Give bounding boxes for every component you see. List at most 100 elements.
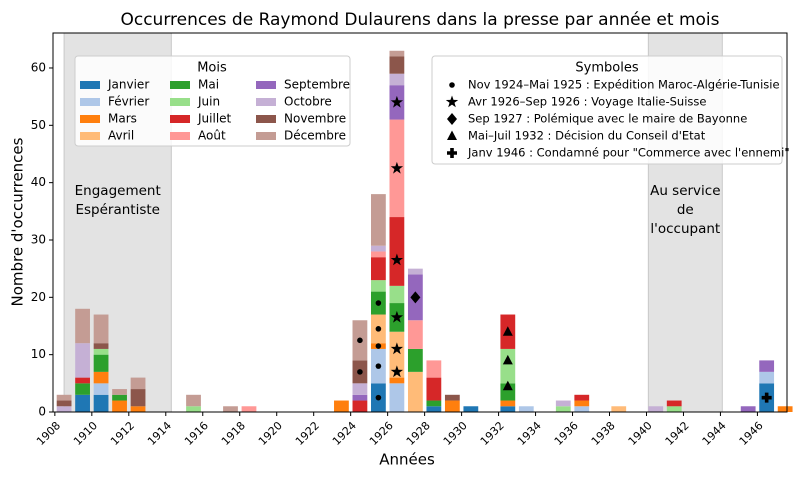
legend-label: Nov 1924–Mai 1925 : Expédition Maroc-Alg… bbox=[468, 78, 780, 92]
legend-label: Sep 1927 : Polémique avec le maire de Ba… bbox=[468, 112, 747, 126]
marker-dot bbox=[375, 343, 382, 349]
bar-segment bbox=[500, 383, 516, 401]
marker-triangle bbox=[447, 130, 457, 140]
bar-segment bbox=[426, 400, 442, 407]
x-tick-label: 1930 bbox=[441, 419, 470, 448]
bar-segment bbox=[112, 400, 127, 412]
bar-segment bbox=[740, 406, 756, 412]
bar-segment bbox=[75, 343, 90, 378]
bar-segment bbox=[389, 383, 405, 412]
x-tick-label: 1922 bbox=[293, 419, 322, 448]
bar-segment bbox=[93, 371, 109, 384]
legend-label: Avr 1926–Sep 1926 : Voyage Italie-Suisse bbox=[468, 95, 706, 109]
bar-segment bbox=[56, 394, 72, 401]
bar-segment bbox=[371, 245, 386, 252]
bar-segment bbox=[112, 394, 127, 401]
y-tick-label: 50 bbox=[31, 118, 46, 132]
bar-segment bbox=[352, 400, 368, 412]
legend-label: Mars bbox=[108, 112, 137, 126]
bar-segment bbox=[426, 360, 442, 378]
bar-segment bbox=[407, 268, 423, 275]
legend-swatch bbox=[170, 81, 190, 89]
span-annotation: Au service bbox=[650, 183, 720, 199]
marker-plus bbox=[447, 148, 458, 158]
bar-segment bbox=[574, 406, 590, 412]
y-tick-label: 20 bbox=[31, 290, 46, 304]
bar-segment bbox=[389, 377, 405, 384]
bar-segment bbox=[112, 389, 127, 395]
bar-segment bbox=[93, 383, 109, 395]
y-tick-label: 30 bbox=[31, 232, 46, 246]
legend-label: Mai–Juil 1932 : Décision du Conseil d'Et… bbox=[468, 129, 706, 143]
span-annotation: Espérantiste bbox=[75, 202, 160, 218]
bar-segment bbox=[130, 406, 146, 412]
marker-star bbox=[390, 365, 404, 378]
bar-segment bbox=[500, 348, 516, 384]
bar-segment bbox=[426, 406, 442, 412]
x-tick-label: 1940 bbox=[626, 419, 655, 448]
marker-star bbox=[390, 342, 404, 355]
marker-dot bbox=[449, 82, 455, 88]
bar-segment bbox=[574, 394, 590, 401]
bar-segment bbox=[389, 217, 405, 286]
x-tick-label: 1926 bbox=[367, 419, 396, 448]
marker-triangle bbox=[502, 326, 513, 336]
legend-label: Mai bbox=[198, 78, 219, 92]
marker-dot bbox=[375, 326, 382, 332]
x-tick-label: 1936 bbox=[552, 419, 581, 448]
x-tick-label: 1938 bbox=[589, 419, 618, 448]
bar-segment bbox=[666, 400, 682, 407]
bar-segment bbox=[426, 377, 442, 401]
legend-swatch bbox=[256, 132, 276, 140]
bar-segment bbox=[389, 50, 405, 57]
bar-segment bbox=[555, 400, 571, 407]
legend-label: Août bbox=[198, 129, 226, 143]
span-annotation: Engagement bbox=[75, 183, 161, 199]
bar-segment bbox=[186, 394, 201, 407]
span-annotation: de bbox=[677, 202, 694, 218]
bar-segment bbox=[75, 377, 90, 384]
legend-label: Septembre bbox=[284, 78, 350, 92]
bar-segment bbox=[371, 251, 386, 258]
bar-segment bbox=[407, 320, 423, 349]
marker-star bbox=[390, 253, 404, 266]
y-tick-label: 0 bbox=[38, 405, 46, 419]
bar-segment bbox=[389, 73, 405, 86]
bar-segment bbox=[574, 400, 590, 407]
legend-swatch bbox=[80, 132, 100, 140]
bar-segment bbox=[371, 280, 386, 292]
bar-segment bbox=[223, 406, 238, 412]
bar-segment bbox=[777, 406, 793, 412]
legend-label: Novembre bbox=[284, 112, 346, 126]
legend-title: Mois bbox=[197, 61, 227, 76]
bar-segment bbox=[56, 400, 72, 407]
bar-segment bbox=[186, 406, 201, 412]
marker-triangle bbox=[502, 380, 513, 391]
bar-segment bbox=[93, 354, 109, 372]
marker-dot bbox=[375, 300, 382, 306]
bar-segment bbox=[130, 389, 146, 407]
legend-swatch bbox=[170, 132, 190, 140]
x-tick-label: 1908 bbox=[34, 419, 63, 448]
bar-segment bbox=[334, 400, 349, 412]
legend-title: Symboles bbox=[575, 61, 638, 76]
legend-swatch bbox=[256, 115, 276, 123]
y-tick-label: 60 bbox=[31, 60, 46, 74]
legend-label: Février bbox=[108, 95, 149, 109]
legend-swatch bbox=[80, 98, 100, 106]
bar-segment bbox=[444, 394, 460, 401]
x-tick-label: 1912 bbox=[108, 419, 137, 448]
bar-segment bbox=[444, 400, 460, 412]
marker-star bbox=[390, 95, 404, 108]
marker-dot bbox=[357, 337, 363, 344]
bar-segment bbox=[352, 394, 368, 401]
bar-segment bbox=[463, 406, 479, 412]
x-tick-label: 1914 bbox=[145, 419, 174, 448]
legend-label: Avril bbox=[108, 129, 134, 143]
bar-segment bbox=[241, 406, 257, 412]
bar-segment bbox=[371, 257, 386, 281]
x-tick-label: 1944 bbox=[700, 419, 729, 448]
bar-segment bbox=[389, 331, 405, 378]
bar-segment bbox=[75, 383, 90, 395]
x-tick-label: 1946 bbox=[737, 419, 766, 448]
